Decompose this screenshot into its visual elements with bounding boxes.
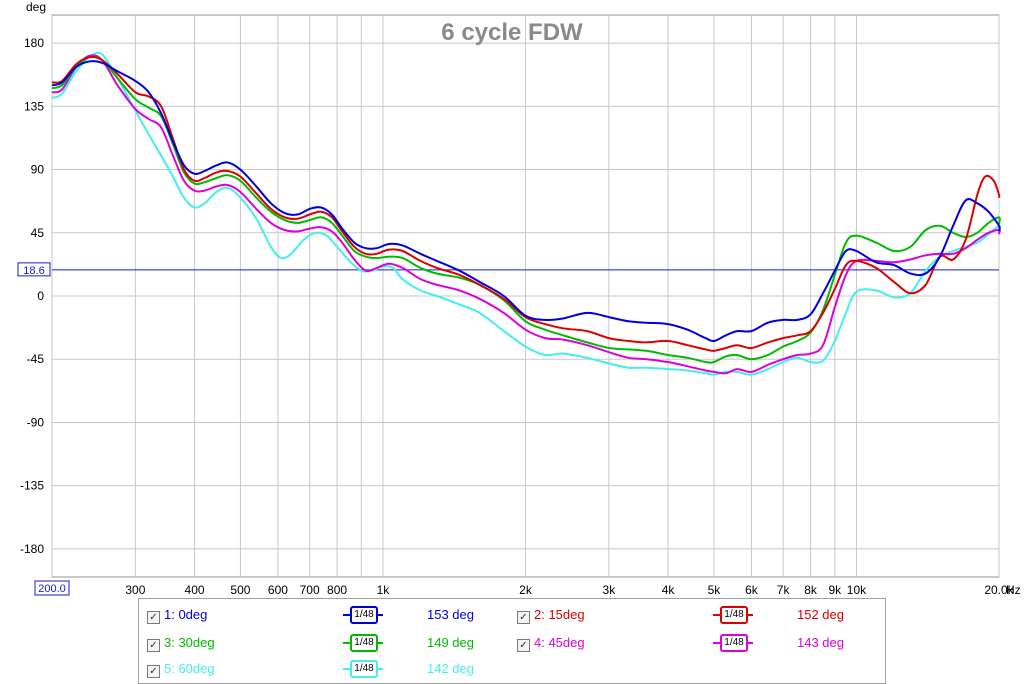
legend-smoothing-label: 1/48 — [350, 634, 378, 652]
legend-cursor-value: 152 deg — [797, 607, 844, 622]
x-tick-label: 7k — [777, 583, 791, 597]
x-axis: 200.0 300 400 500 600 700 800 1k 2k 3k 4k 5k 6k 7k 8k 9… — [34, 580, 1015, 597]
y-tick-label: -45 — [27, 352, 45, 366]
legend-cursor-value: 153 deg — [427, 607, 474, 622]
series-line-5 — [51, 51, 1001, 376]
legend-cursor-value: 149 deg — [427, 635, 474, 650]
legend-checkbox[interactable]: ✓ — [517, 639, 530, 652]
legend: ✓ 1: 0deg 1/48 153 deg ✓ 2: 15deg 1/48 152 deg ✓… — [138, 598, 886, 684]
legend-smoothing-label: 1/48 — [720, 606, 748, 624]
legend-smoothing-swatch[interactable]: 1/48 — [713, 634, 753, 652]
x-tick-label: 400 — [185, 583, 205, 597]
legend-checkbox[interactable]: ✓ — [517, 611, 530, 624]
x-tick-label: 600 — [268, 583, 288, 597]
legend-series-name: 1: 0deg — [164, 607, 208, 622]
x-axis-unit: Hz — [1006, 583, 1021, 597]
series-line-1 — [51, 60, 1001, 343]
cursor-line[interactable]: 18.6 — [17, 262, 999, 277]
legend-smoothing-swatch[interactable]: 1/48 — [343, 660, 383, 678]
legend-item-5[interactable]: ✓ 5: 60deg — [147, 661, 215, 678]
x-tick-label: 300 — [125, 583, 145, 597]
series-line-3 — [51, 55, 1001, 364]
x-tick-label: 700 — [300, 583, 320, 597]
x-tick-label: 3k — [603, 583, 617, 597]
x-tick-label: 1k — [377, 583, 391, 597]
legend-series-name: 4: 45deg — [534, 635, 585, 650]
x-tick-label: 20.0k — [984, 583, 1014, 597]
y-axis-unit: deg — [26, 0, 46, 14]
x-tick-label: 10k — [847, 583, 867, 597]
legend-cursor-value: 142 deg — [427, 661, 474, 676]
phase-chart: 180 135 90 45 0 -45 -90 -135 -180 200.0 300 400 500… — [17, 0, 1021, 597]
y-axis: 180 135 90 45 0 -45 -90 -135 -180 — [20, 36, 44, 556]
legend-series-name: 2: 15deg — [534, 607, 585, 622]
legend-item-2[interactable]: ✓ 2: 15deg — [517, 607, 585, 624]
legend-checkbox[interactable]: ✓ — [147, 639, 160, 652]
legend-checkbox[interactable]: ✓ — [147, 665, 160, 678]
legend-item-1[interactable]: ✓ 1: 0deg — [147, 607, 207, 624]
y-tick-label: 45 — [31, 226, 45, 240]
legend-item-4[interactable]: ✓ 4: 45deg — [517, 635, 585, 652]
legend-cursor-value: 143 deg — [797, 635, 844, 650]
y-tick-label: 90 — [31, 163, 45, 177]
grid — [51, 15, 1000, 577]
cursor-value-box[interactable] — [17, 262, 51, 277]
cursor-value-label: 18.6 — [23, 265, 44, 277]
y-tick-label: 0 — [37, 289, 44, 303]
x-tick-label: 5k — [708, 583, 722, 597]
x-start-box[interactable] — [34, 580, 70, 596]
y-tick-label: 180 — [24, 36, 44, 50]
x-tick-label: 9k — [828, 583, 842, 597]
series-group — [51, 51, 1001, 376]
legend-series-name: 5: 60deg — [164, 661, 215, 676]
x-tick-label: 2k — [519, 583, 533, 597]
chart-title: 6 cycle FDW — [441, 19, 583, 46]
x-tick-label: 6k — [745, 583, 759, 597]
y-tick-label: -90 — [27, 415, 45, 429]
legend-smoothing-label: 1/48 — [350, 660, 378, 678]
legend-smoothing-label: 1/48 — [720, 634, 748, 652]
x-tick-label: 800 — [327, 583, 347, 597]
x-tick-label: 8k — [804, 583, 818, 597]
legend-checkbox[interactable]: ✓ — [147, 611, 160, 624]
y-tick-label: 135 — [24, 99, 44, 113]
legend-smoothing-swatch[interactable]: 1/48 — [343, 606, 383, 624]
legend-smoothing-label: 1/48 — [350, 606, 378, 624]
y-tick-label: -135 — [20, 479, 44, 493]
legend-series-name: 3: 30deg — [164, 635, 215, 650]
x-tick-label: 500 — [230, 583, 250, 597]
series-line-2 — [51, 55, 1001, 352]
x-tick-label: 200.0 — [38, 583, 66, 595]
x-tick-label: 4k — [662, 583, 676, 597]
legend-item-3[interactable]: ✓ 3: 30deg — [147, 635, 215, 652]
legend-smoothing-swatch[interactable]: 1/48 — [713, 606, 753, 624]
legend-smoothing-swatch[interactable]: 1/48 — [343, 634, 383, 652]
y-tick-label: -180 — [20, 542, 44, 556]
